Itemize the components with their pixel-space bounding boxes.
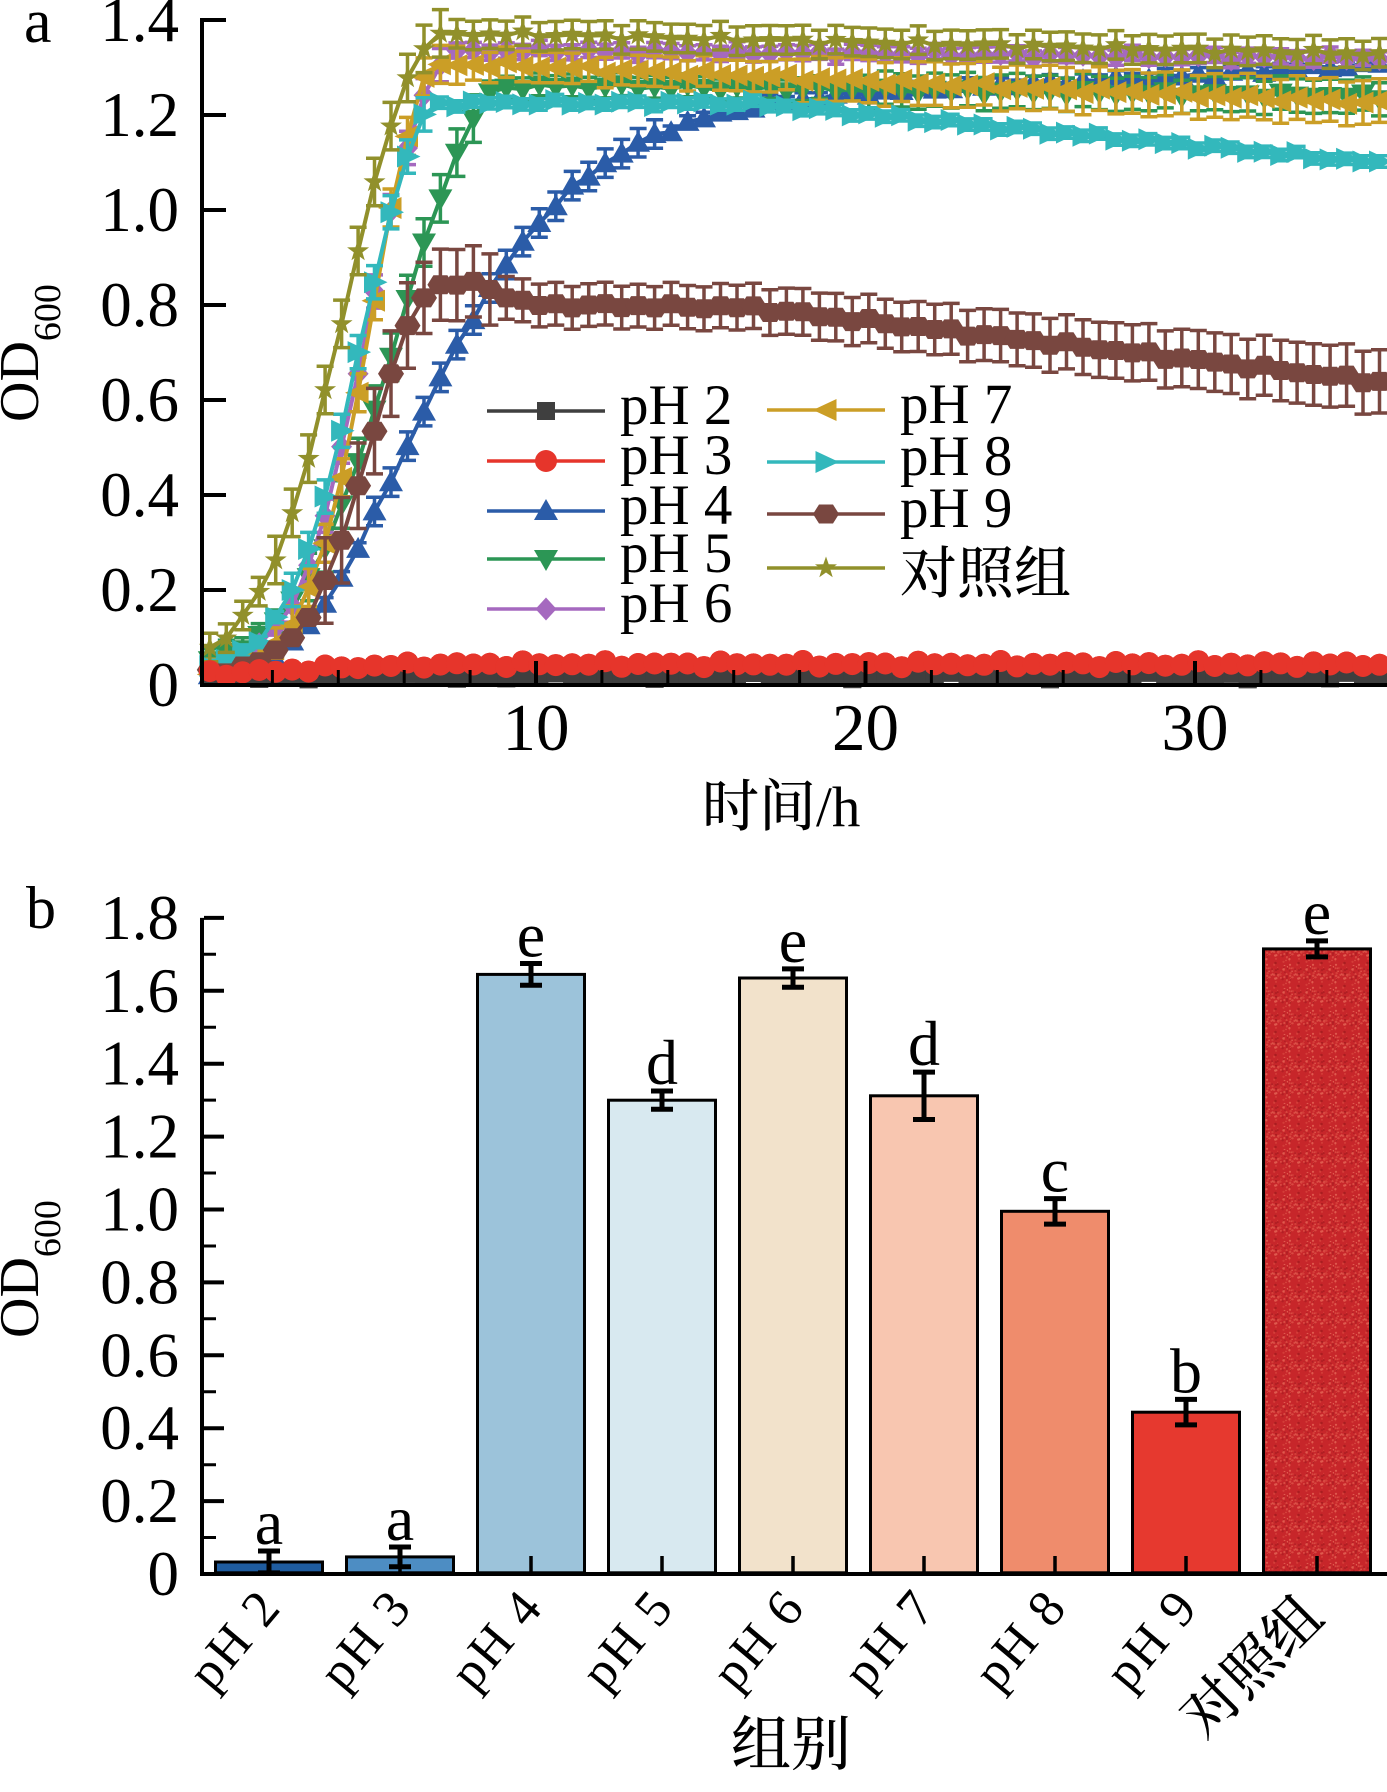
svg-text:0.8: 0.8: [100, 1247, 179, 1317]
svg-text:d: d: [908, 1008, 940, 1079]
svg-text:1.4: 1.4: [100, 0, 179, 55]
svg-text:20: 20: [832, 691, 899, 765]
svg-text:1.6: 1.6: [100, 956, 179, 1026]
svg-text:10: 10: [503, 691, 570, 765]
svg-text:1.2: 1.2: [100, 1102, 179, 1172]
svg-text:a: a: [386, 1483, 414, 1554]
svg-text:e: e: [779, 905, 807, 976]
svg-text:pH 6: pH 6: [620, 572, 732, 635]
svg-text:0.4: 0.4: [100, 1393, 179, 1463]
svg-text:0.6: 0.6: [100, 365, 179, 435]
svg-text:b: b: [26, 875, 56, 941]
svg-text:/h: /h: [816, 776, 860, 839]
svg-text:pH 4: pH 4: [620, 474, 732, 537]
svg-text:0: 0: [148, 650, 180, 720]
svg-text:0: 0: [148, 1539, 180, 1609]
svg-text:0.2: 0.2: [100, 1466, 179, 1536]
svg-text:pH 5: pH 5: [620, 522, 732, 585]
svg-text:b: b: [1170, 1335, 1202, 1406]
svg-text:0.4: 0.4: [100, 460, 179, 530]
svg-text:d: d: [646, 1027, 678, 1098]
svg-text:e: e: [1303, 877, 1331, 948]
svg-text:1.2: 1.2: [100, 80, 179, 150]
svg-text:1.0: 1.0: [100, 1175, 179, 1245]
svg-text:1.8: 1.8: [100, 883, 179, 953]
svg-text:pH 8: pH 8: [900, 425, 1012, 488]
svg-text:1.4: 1.4: [100, 1029, 179, 1099]
svg-text:0.8: 0.8: [100, 270, 179, 340]
svg-text:30: 30: [1162, 691, 1229, 765]
svg-text:e: e: [517, 900, 545, 971]
svg-text:c: c: [1041, 1135, 1069, 1206]
svg-text:0.2: 0.2: [100, 555, 179, 625]
svg-text:pH 7: pH 7: [900, 373, 1012, 436]
svg-text:pH 9: pH 9: [900, 477, 1012, 540]
svg-text:0.6: 0.6: [100, 1320, 179, 1390]
svg-text:1.0: 1.0: [100, 175, 179, 245]
svg-text:pH 2: pH 2: [620, 374, 732, 437]
svg-text:a: a: [24, 0, 52, 56]
svg-text:pH 3: pH 3: [620, 424, 732, 487]
svg-text:a: a: [255, 1487, 283, 1558]
